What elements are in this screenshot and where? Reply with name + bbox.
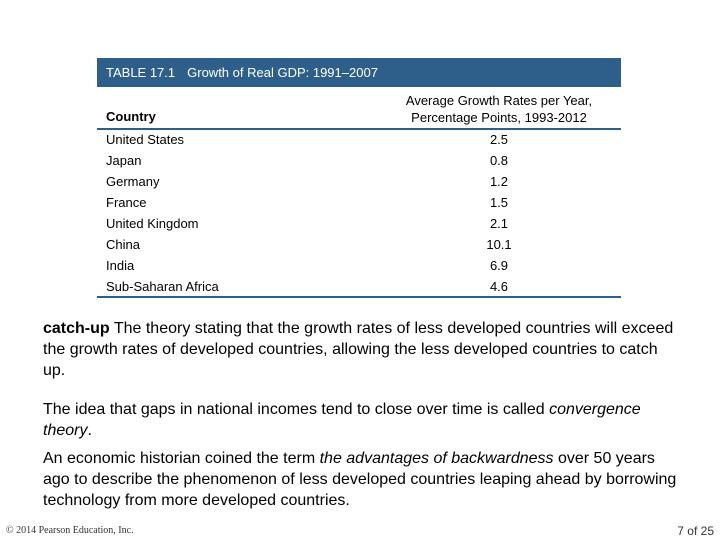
column-header-growth-line1: Average Growth Rates per Year, (405, 93, 593, 108)
convergence-text-before: The idea that gaps in national incomes t… (43, 401, 550, 418)
copyright-notice: © 2014 Pearson Education, Inc. (6, 525, 134, 536)
convergence-term: convergence theory (43, 401, 641, 439)
cell-country: India (106, 258, 135, 273)
cell-growth: 1.5 (489, 195, 509, 210)
cell-country: Sub-Saharan Africa (106, 279, 219, 294)
definition-text: The theory stating that the growth rates… (43, 320, 674, 379)
cell-country: United States (106, 132, 185, 147)
table-body: United States 2.5 Japan 0.8 Germany 1.2 Fra… (97, 130, 621, 298)
cell-country: United Kingdom (106, 216, 199, 231)
backwardness-text-after: over 50 years ago to describe the phenom… (43, 450, 677, 509)
column-header-country: Country (106, 109, 156, 124)
definition-paragraph: catch-up The theory stating that the gro… (43, 318, 683, 381)
cell-country: China (106, 237, 140, 252)
table-title-bar: TABLE 17.1 Growth of Real GDP: 1991–2007 (97, 58, 621, 87)
backwardness-term: the advantages of backwardness (319, 450, 554, 467)
column-header-growth-line2: Percentage Points, 1993-2012 (411, 110, 587, 125)
cell-growth: 10.1 (486, 237, 512, 252)
table-rule-top (97, 128, 621, 130)
cell-country: France (106, 195, 147, 210)
cell-growth: 2.5 (489, 132, 509, 147)
cell-growth: 6.9 (489, 258, 509, 273)
convergence-paragraph: The idea that gaps in national incomes t… (43, 399, 683, 441)
cell-country: Germany (106, 174, 160, 189)
table-row: Germany 1.2 (97, 172, 621, 193)
table-row: France 1.5 (97, 193, 621, 214)
table-rule-bottom (97, 296, 621, 298)
table-row: Sub-Saharan Africa 4.6 (97, 277, 621, 298)
table-row: Japan 0.8 (97, 151, 621, 172)
table-title: Growth of Real GDP: 1991–2007 (187, 65, 378, 80)
cell-growth: 2.1 (489, 216, 509, 231)
cell-country: Japan (106, 153, 142, 168)
column-header-growth: Average Growth Rates per Year, Percentag… (377, 92, 621, 126)
table-row: China 10.1 (97, 235, 621, 256)
cell-growth: 0.8 (489, 153, 509, 168)
table-number: TABLE 17.1 (106, 65, 176, 80)
table-column-headers: Country Average Growth Rates per Year, P… (97, 92, 621, 128)
cell-growth: 4.6 (489, 279, 509, 294)
cell-growth: 1.2 (489, 174, 509, 189)
backwardness-paragraph: An economic historian coined the term th… (43, 448, 683, 511)
page-number: 7 of 25 (677, 524, 714, 538)
table-row: India 6.9 (97, 256, 621, 277)
convergence-text-after: . (87, 422, 92, 439)
definition-term: catch-up (43, 320, 110, 337)
table-row: United States 2.5 (97, 130, 621, 151)
table-row: United Kingdom 2.1 (97, 214, 621, 235)
backwardness-text-before: An economic historian coined the term (43, 450, 320, 467)
